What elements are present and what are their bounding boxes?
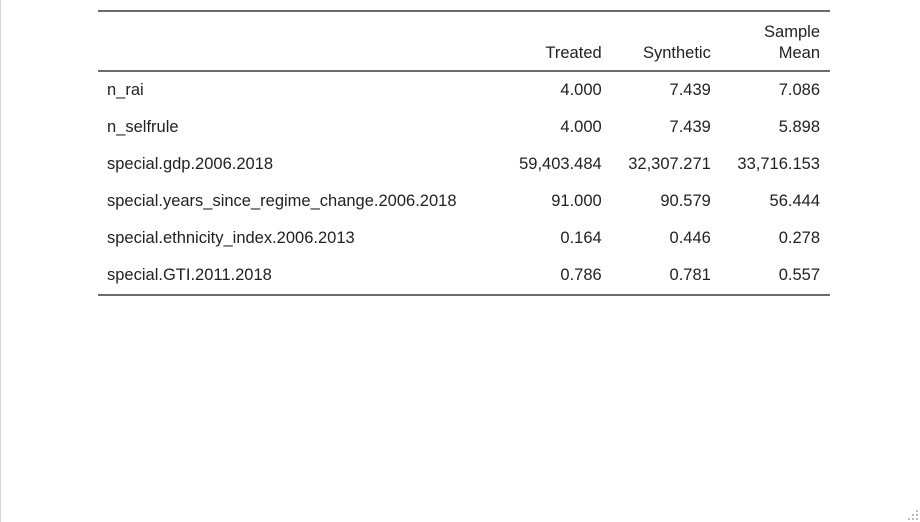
cell-synthetic: 0.781 (669, 266, 711, 284)
cell-treated: 91.000 (551, 192, 602, 210)
table-row: special.gdp.2006.2018 59,403.484 32,307.… (98, 146, 830, 183)
table-row: special.GTI.2011.2018 0.786 0.781 0.557 (98, 257, 830, 295)
cell-synthetic: 32,307.271 (628, 155, 711, 173)
column-header-synthetic: Synthetic (611, 11, 721, 72)
table-row: special.years_since_regime_change.2006.2… (98, 183, 830, 220)
row-label: special.ethnicity_index.2006.2013 (107, 229, 355, 247)
cell-treated: 59,403.484 (519, 155, 602, 173)
balance-table: Treated Synthetic Sample Mean n_rai 4.00… (98, 10, 830, 296)
column-header-treated-line: Treated (545, 44, 602, 62)
cell-sample-mean: 7.086 (778, 81, 820, 99)
cell-sample-mean: 5.898 (778, 118, 820, 136)
cell-synthetic: 7.439 (669, 118, 711, 136)
table-body: n_rai 4.000 7.439 7.086 n_selfrule 4.000… (98, 71, 830, 295)
cell-sample-mean: 56.444 (769, 192, 820, 210)
cell-sample-mean: 0.278 (778, 229, 820, 247)
row-label: n_selfrule (107, 118, 179, 136)
column-header-sample-mean-line-1: Sample (764, 23, 820, 41)
column-header-treated: Treated (502, 11, 612, 72)
cell-synthetic: 7.439 (669, 81, 711, 99)
cell-sample-mean: 33,716.153 (737, 155, 820, 173)
table-container: Treated Synthetic Sample Mean n_rai 4.00… (98, 10, 830, 296)
column-header-sample-mean: Sample Mean (720, 11, 830, 72)
row-label: special.GTI.2011.2018 (107, 266, 272, 284)
column-header-sample-mean-line-2: Mean (778, 44, 820, 62)
row-label: special.gdp.2006.2018 (107, 155, 274, 173)
cell-synthetic: 0.446 (669, 229, 711, 247)
cell-treated: 4.000 (560, 118, 602, 136)
cell-sample-mean: 0.557 (778, 266, 820, 284)
table-header: Treated Synthetic Sample Mean (98, 11, 830, 72)
row-label: special.years_since_regime_change.2006.2… (107, 192, 457, 210)
cell-synthetic: 90.579 (660, 192, 711, 210)
resize-grip-icon[interactable] (906, 508, 918, 520)
table-row: n_selfrule 4.000 7.439 5.898 (98, 109, 830, 146)
cell-treated: 4.000 (560, 81, 602, 99)
header-row: Treated Synthetic Sample Mean (98, 11, 830, 72)
table-row: special.ethnicity_index.2006.2013 0.164 … (98, 220, 830, 257)
row-label: n_rai (107, 81, 144, 99)
stub-header (98, 11, 503, 72)
table-row: n_rai 4.000 7.439 7.086 (98, 71, 830, 109)
column-header-synthetic-line: Synthetic (642, 44, 711, 62)
cell-treated: 0.786 (560, 266, 602, 284)
cell-treated: 0.164 (560, 229, 602, 247)
